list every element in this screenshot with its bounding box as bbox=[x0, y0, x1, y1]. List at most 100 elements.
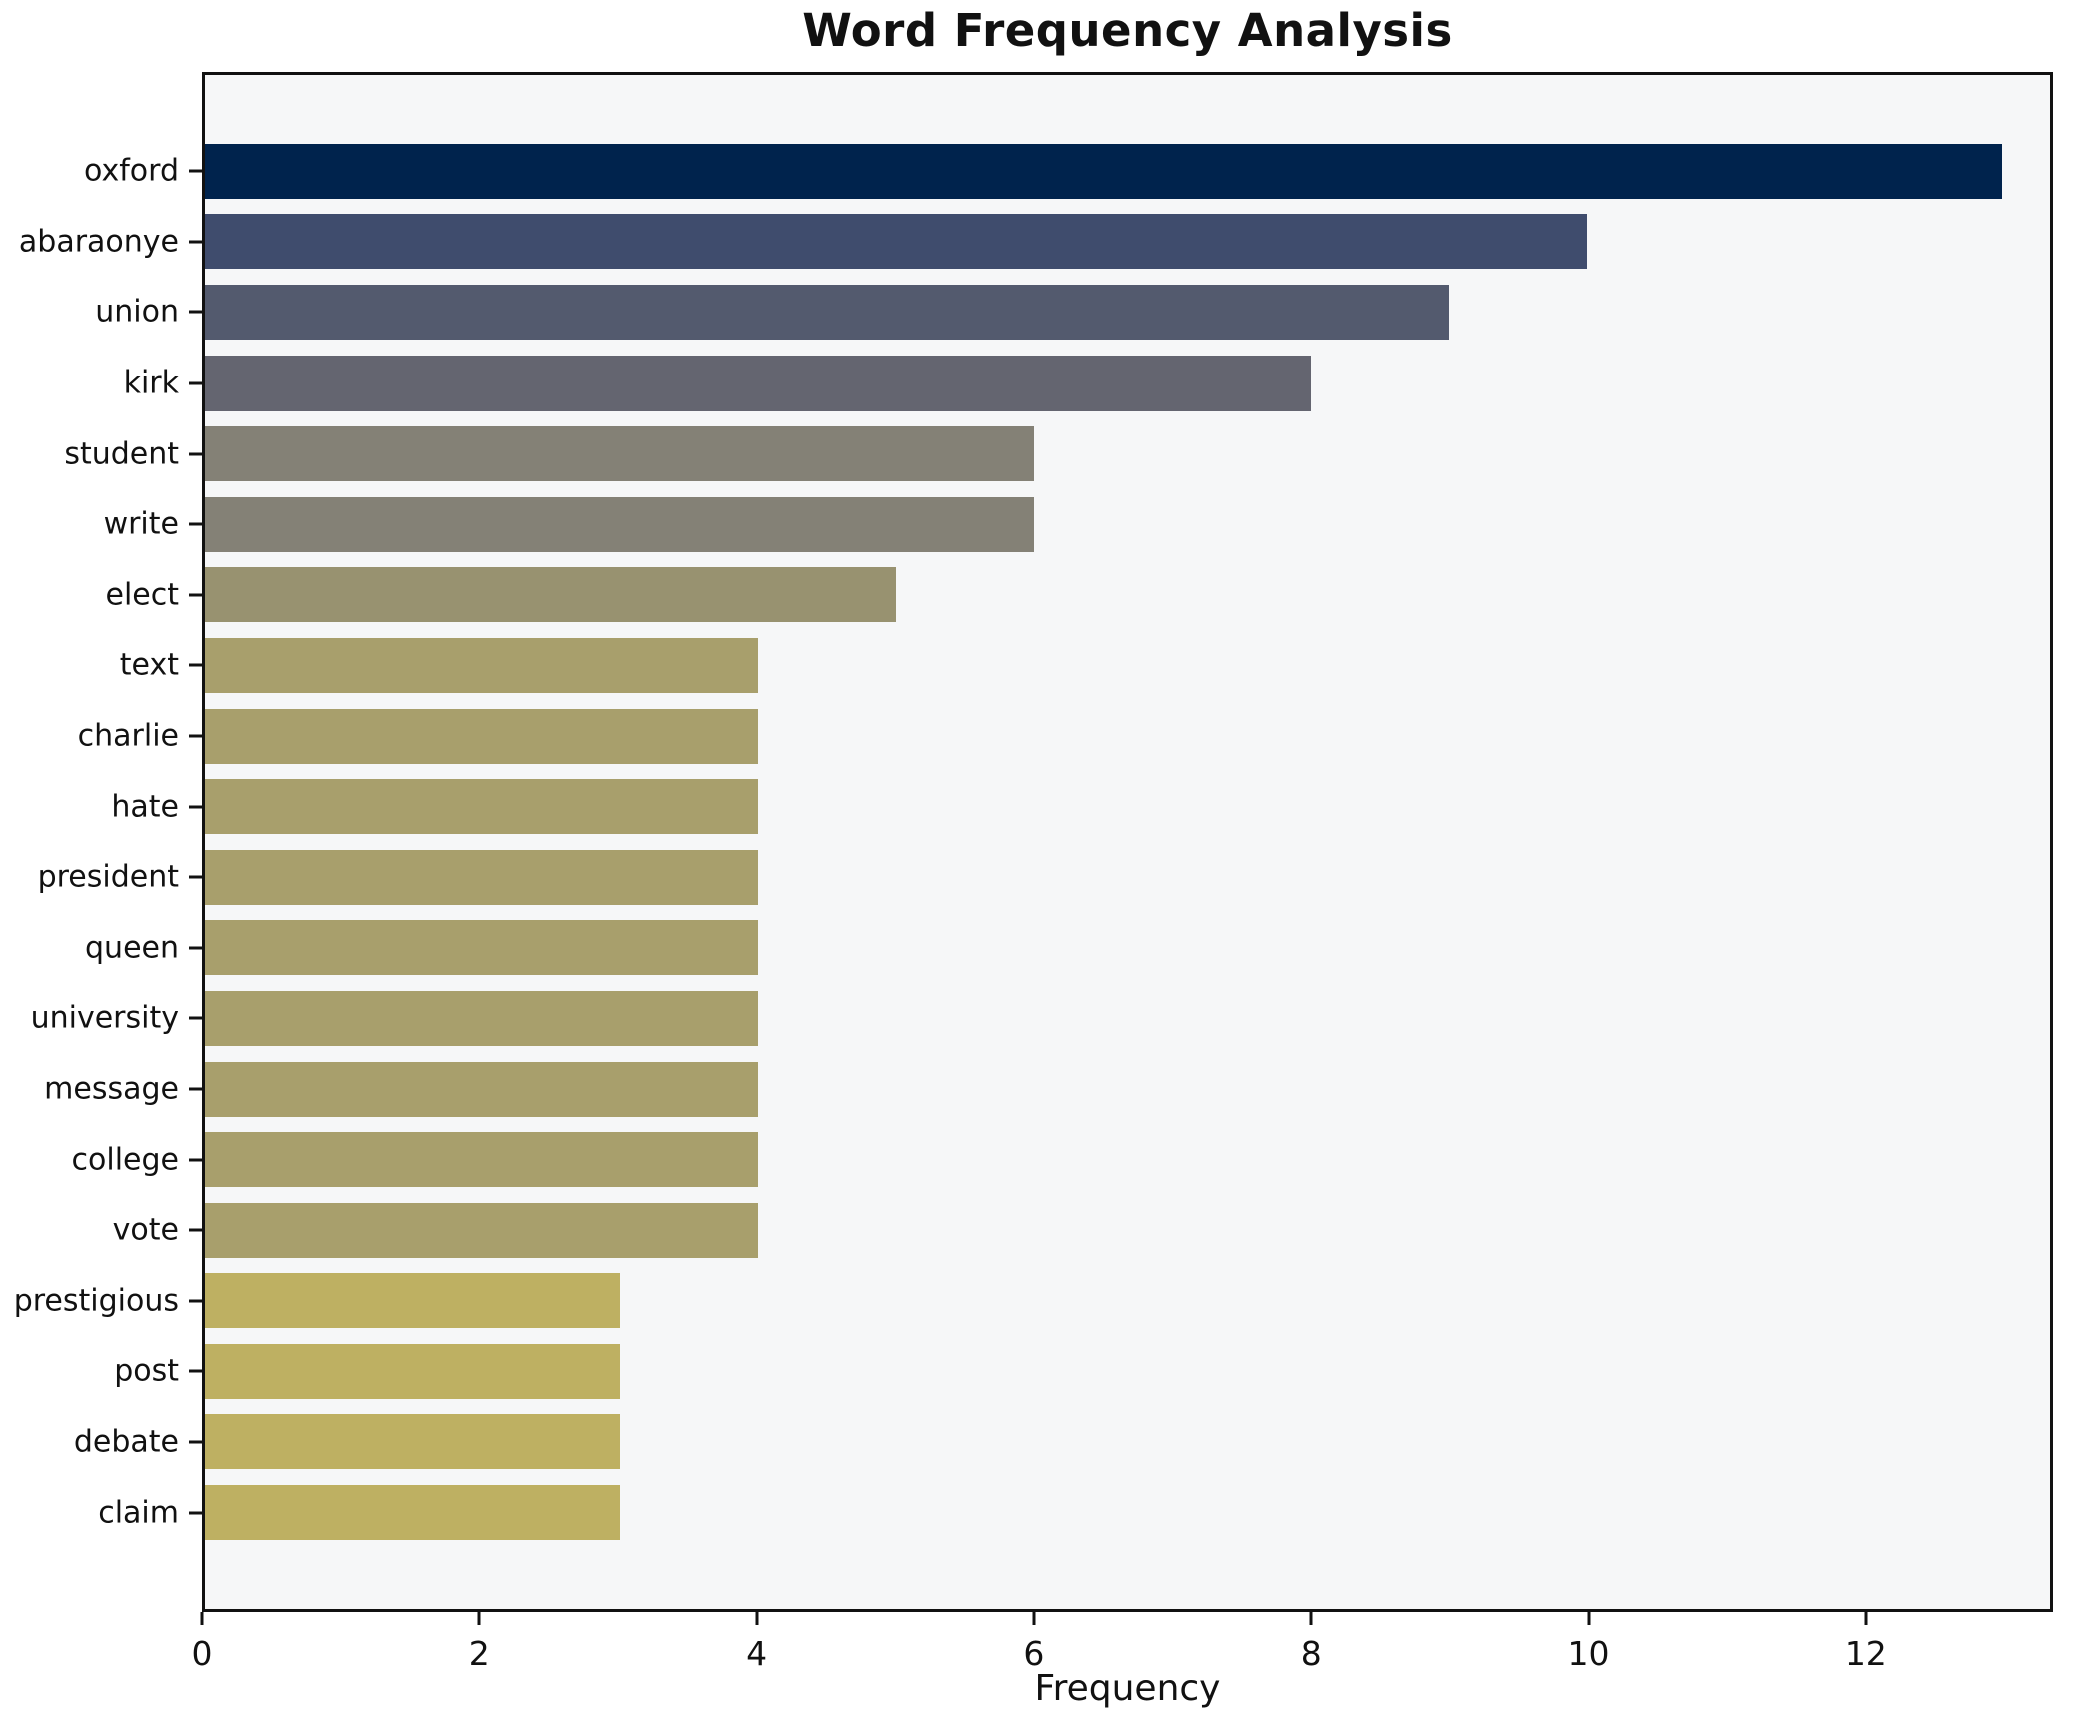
bar-row: kirk bbox=[124, 348, 2050, 419]
y-tick-mark bbox=[189, 169, 202, 173]
y-tick-mark bbox=[189, 1016, 202, 1020]
x-axis-label: Frequency bbox=[1034, 1668, 1221, 1709]
bar-row: university bbox=[31, 983, 2050, 1054]
y-tick-label: queen bbox=[85, 930, 179, 966]
bar bbox=[205, 849, 758, 905]
y-tick-mark bbox=[189, 1511, 202, 1515]
x-tick-label: 6 bbox=[1023, 1634, 1045, 1673]
y-tick-mark bbox=[189, 452, 202, 456]
y-tick-mark bbox=[189, 663, 202, 667]
bar-row: student bbox=[64, 418, 2050, 489]
bar-row: president bbox=[38, 842, 2050, 913]
y-tick-mark bbox=[189, 1228, 202, 1232]
plot-area: oxford abaraonye union kirk student write elec… bbox=[14, 72, 2053, 1612]
bar bbox=[205, 567, 896, 623]
bar bbox=[205, 426, 1035, 482]
bar bbox=[205, 355, 1311, 411]
y-tick-mark bbox=[189, 593, 202, 597]
bar bbox=[205, 1414, 620, 1470]
x-tick-mark bbox=[1309, 1612, 1313, 1625]
bar bbox=[205, 284, 1449, 340]
bar bbox=[205, 708, 758, 764]
x-tick-mark bbox=[200, 1612, 204, 1625]
x-tick-label: 12 bbox=[1844, 1634, 1887, 1673]
y-tick-label: charlie bbox=[77, 718, 179, 754]
bar-row: write bbox=[104, 489, 2050, 560]
x-axis: 0 2 4 6 8 10 12 bbox=[192, 1612, 2053, 1682]
y-tick-mark bbox=[189, 946, 202, 950]
bar-row: college bbox=[72, 1124, 2050, 1195]
bar bbox=[205, 1202, 758, 1258]
y-tick-label: text bbox=[119, 647, 179, 683]
bar-row: vote bbox=[113, 1195, 2050, 1266]
y-tick-mark bbox=[189, 875, 202, 879]
bar-row: post bbox=[114, 1336, 2050, 1407]
y-tick-mark bbox=[189, 1369, 202, 1373]
bar-row: charlie bbox=[78, 701, 2050, 772]
x-tick-mark bbox=[755, 1612, 759, 1625]
bar bbox=[205, 920, 758, 976]
chart-title: Word Frequency Analysis bbox=[802, 4, 1453, 57]
bar bbox=[205, 143, 2002, 199]
x-tick-mark bbox=[1864, 1612, 1868, 1625]
y-tick-mark bbox=[189, 381, 202, 385]
bar-row: debate bbox=[74, 1407, 2050, 1478]
bar-row: prestigious bbox=[14, 1266, 2050, 1337]
x-tick-mark bbox=[1587, 1612, 1591, 1625]
x-tick-label: 0 bbox=[191, 1634, 213, 1673]
bar bbox=[205, 637, 758, 693]
x-tick-label: 8 bbox=[1300, 1634, 1322, 1673]
y-tick-mark bbox=[189, 1158, 202, 1162]
y-tick-label: president bbox=[37, 859, 179, 895]
bar-row: elect bbox=[105, 560, 2050, 631]
y-tick-label: message bbox=[44, 1071, 179, 1107]
x-tick-label: 10 bbox=[1567, 1634, 1610, 1673]
y-tick-label: kirk bbox=[123, 365, 179, 401]
bar bbox=[205, 1343, 620, 1399]
y-tick-label: vote bbox=[112, 1212, 179, 1248]
bar-row: claim bbox=[98, 1477, 2050, 1548]
bar bbox=[205, 214, 1588, 270]
y-tick-label: post bbox=[114, 1353, 179, 1389]
y-tick-label: university bbox=[30, 1000, 179, 1036]
bar-row: text bbox=[120, 630, 2050, 701]
y-tick-mark bbox=[189, 1440, 202, 1444]
y-tick-label: hate bbox=[111, 789, 179, 825]
y-tick-mark bbox=[189, 805, 202, 809]
y-tick-label: claim bbox=[98, 1495, 179, 1531]
bar bbox=[205, 990, 758, 1046]
y-tick-mark bbox=[189, 522, 202, 526]
y-tick-label: prestigious bbox=[13, 1283, 179, 1319]
bar-row: union bbox=[95, 277, 2050, 348]
y-tick-mark bbox=[189, 1299, 202, 1303]
bar-rows: oxford abaraonye union kirk student write elec… bbox=[14, 75, 2050, 1609]
y-tick-mark bbox=[189, 240, 202, 244]
y-tick-mark bbox=[189, 310, 202, 314]
y-tick-label: write bbox=[103, 506, 179, 542]
bar bbox=[205, 496, 1035, 552]
y-tick-label: debate bbox=[73, 1424, 179, 1460]
bar-row: oxford bbox=[84, 136, 2050, 207]
y-tick-label: student bbox=[64, 436, 179, 472]
bar-row: queen bbox=[85, 913, 2050, 984]
bar-row: abaraonye bbox=[19, 207, 2050, 278]
y-tick-mark bbox=[189, 734, 202, 738]
x-tick-mark bbox=[1032, 1612, 1036, 1625]
bar bbox=[205, 1061, 758, 1117]
y-tick-label: union bbox=[95, 294, 179, 330]
bar bbox=[205, 1132, 758, 1188]
y-tick-label: elect bbox=[105, 577, 179, 613]
y-tick-label: abaraonye bbox=[18, 224, 179, 260]
bar-row: hate bbox=[111, 771, 2050, 842]
bar bbox=[205, 779, 758, 835]
bar bbox=[205, 1485, 620, 1541]
y-tick-label: oxford bbox=[84, 153, 179, 189]
x-tick-mark bbox=[477, 1612, 481, 1625]
bar-row: message bbox=[44, 1054, 2050, 1125]
x-tick-label: 4 bbox=[746, 1634, 768, 1673]
x-tick-label: 2 bbox=[468, 1634, 490, 1673]
y-tick-mark bbox=[189, 1087, 202, 1091]
bar bbox=[205, 1273, 620, 1329]
y-tick-label: college bbox=[71, 1142, 179, 1178]
